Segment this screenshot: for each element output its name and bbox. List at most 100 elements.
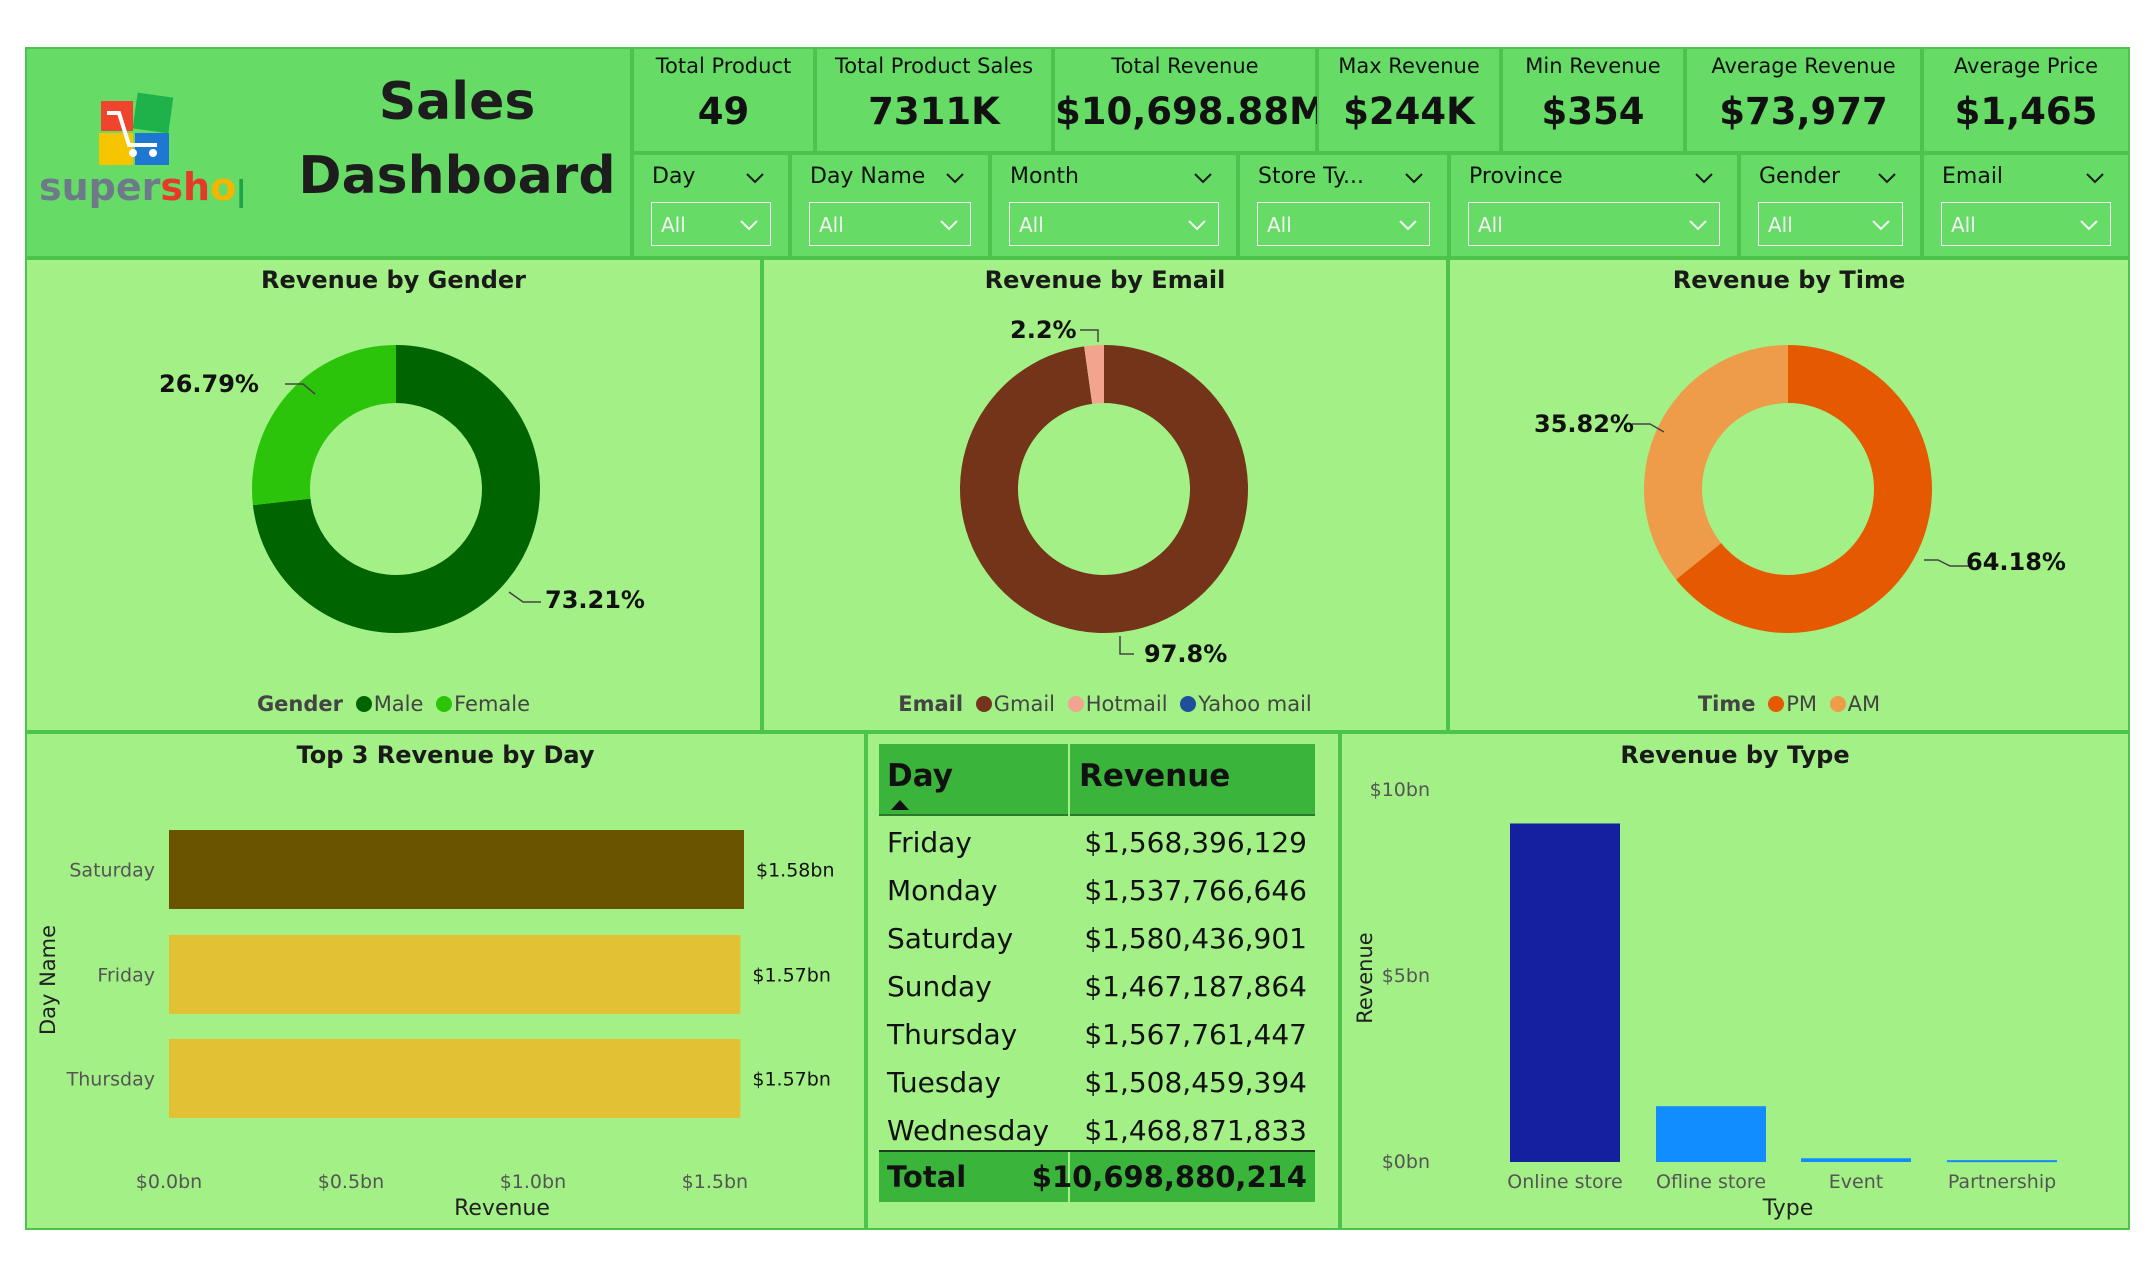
column-header-revenue[interactable]: Revenue <box>1079 758 1231 794</box>
legend-item-hotmail[interactable]: Hotmail <box>1085 692 1168 716</box>
bar-saturday[interactable] <box>169 830 744 909</box>
kpi-label: Max Revenue <box>1338 54 1480 78</box>
table-row[interactable]: Tuesday $1,508,459,394 <box>879 1060 1315 1108</box>
donut-slice-female[interactable] <box>251 345 396 506</box>
kpi-label: Min Revenue <box>1525 54 1661 78</box>
filter-label: Province <box>1469 164 1563 189</box>
table-row[interactable]: Thursday $1,567,761,447 <box>879 1012 1315 1060</box>
chevron-down-icon[interactable] <box>944 167 966 189</box>
donut-slice-gmail[interactable] <box>960 345 1248 633</box>
x-tick-label: Online store <box>1507 1171 1622 1193</box>
table-row[interactable]: Monday $1,537,766,646 <box>879 868 1315 916</box>
kpi-label: Total Product <box>655 54 792 78</box>
bar-friday[interactable] <box>169 935 741 1014</box>
pm-pct-label: 64.18% <box>1966 548 2066 576</box>
chevron-down-icon <box>1689 220 1707 231</box>
filter-day-name-select[interactable]: All <box>809 202 971 246</box>
chevron-down-icon[interactable] <box>1876 167 1898 189</box>
x-tick-label: $0.5bn <box>318 1171 384 1193</box>
chevron-down-icon[interactable] <box>1403 167 1425 189</box>
table-row[interactable]: Sunday $1,467,187,864 <box>879 964 1315 1012</box>
column-event[interactable] <box>1801 1158 1911 1162</box>
kpi-label: Average Price <box>1953 54 2099 78</box>
legend-dot-yahoo <box>1180 696 1197 712</box>
donut-slice-hotmail[interactable] <box>1084 345 1104 404</box>
cell-day: Friday <box>887 826 972 859</box>
filter-month-select[interactable]: All <box>1009 202 1219 246</box>
x-tick-label: Event <box>1829 1171 1883 1193</box>
chevron-down-icon[interactable] <box>1693 167 1715 189</box>
x-tick-label: $0.0bn <box>136 1171 202 1193</box>
column-ofline-store[interactable] <box>1656 1106 1766 1162</box>
email-donut-chart <box>960 329 1248 655</box>
legend-dot-am <box>1829 696 1846 712</box>
legend-item-gmail[interactable]: Gmail <box>993 692 1056 716</box>
chevron-down-icon[interactable] <box>2084 167 2106 189</box>
filter-gender-select[interactable]: All <box>1758 202 1903 246</box>
filter-day-name: Day Name All <box>790 153 990 258</box>
column-online-store[interactable] <box>1510 823 1620 1162</box>
kpi-average-price: Average Price $1,465 <box>1922 47 2130 153</box>
time-legend: Time PM AM <box>1450 692 2128 716</box>
cell-revenue: $1,580,436,901 <box>1084 922 1307 955</box>
revenue-by-type-panel: Revenue by Type Online store Ofline store… <box>1340 732 2130 1230</box>
total-value: $10,698,880,214 <box>1031 1160 1307 1194</box>
filter-value: All <box>661 213 686 237</box>
filter-value: All <box>1019 213 1044 237</box>
chevron-down-icon[interactable] <box>744 167 766 189</box>
x-tick-label: $1.0bn <box>500 1171 566 1193</box>
logo-wordmark: supershop <box>39 165 243 209</box>
table-row[interactable]: Saturday $1,580,436,901 <box>879 916 1315 964</box>
cell-day: Monday <box>887 874 998 907</box>
filter-month: Month All <box>990 153 1238 258</box>
kpi-label: Average Revenue <box>1711 54 1896 78</box>
filter-label: Month <box>1010 164 1079 189</box>
donut-slice-male[interactable] <box>252 345 540 633</box>
y-axis-label: Day Name <box>36 925 60 1035</box>
chevron-down-icon[interactable] <box>1192 167 1214 189</box>
filter-email-select[interactable]: All <box>1941 202 2111 246</box>
sort-ascending-icon[interactable] <box>889 798 911 812</box>
legend-item-yahoo-mail[interactable]: Yahoo mail <box>1198 692 1312 716</box>
kpi-value: 49 <box>697 90 750 133</box>
kpi-value: $73,977 <box>1719 90 1888 133</box>
kpi-value: 7311K <box>868 90 1000 133</box>
total-label: Total <box>887 1160 967 1194</box>
legend-item-male[interactable]: Male <box>373 692 424 716</box>
kpi-label: Total Revenue <box>1111 54 1259 78</box>
top3-day-bar-chart: Saturday $1.58bn Friday $1.57bn Thursday $1.5… <box>36 830 835 1221</box>
donut-slice-pm[interactable] <box>1676 345 1932 633</box>
cell-day: Sunday <box>887 970 992 1003</box>
filter-gender: Gender All <box>1739 153 1922 258</box>
filter-value: All <box>1478 213 1503 237</box>
revenue-by-time-panel: Revenue by Time 35.82% 64.18% Time PM AM <box>1448 258 2130 732</box>
legend-item-pm[interactable]: PM <box>1786 692 1817 716</box>
filter-email: Email All <box>1922 153 2130 258</box>
table-header: Day Revenue <box>879 744 1315 816</box>
bar-thursday[interactable] <box>169 1039 741 1118</box>
page-title-line2: Dashboard <box>298 146 616 206</box>
x-tick-label: Ofline store <box>1656 1171 1766 1193</box>
column-partnership[interactable] <box>1947 1160 2057 1163</box>
filter-province-select[interactable]: All <box>1468 202 1720 246</box>
male-pct-label: 73.21% <box>545 586 645 614</box>
kpi-value: $354 <box>1541 90 1645 133</box>
legend-item-female[interactable]: Female <box>454 692 531 716</box>
table-row[interactable]: Friday $1,568,396,129 <box>879 820 1315 868</box>
cell-revenue: $1,568,396,129 <box>1084 826 1307 859</box>
chevron-down-icon <box>1188 220 1206 231</box>
label-leader-line <box>508 591 541 603</box>
filter-store-type-select[interactable]: All <box>1257 202 1430 246</box>
chevron-down-icon <box>2080 220 2098 231</box>
column-header-day[interactable]: Day <box>887 758 953 794</box>
donut-slice-am[interactable] <box>1644 345 1788 580</box>
table-row[interactable]: Wednesday $1,468,871,833 <box>879 1108 1315 1156</box>
cell-day: Thursday <box>887 1018 1018 1051</box>
filter-day-select[interactable]: All <box>651 202 771 246</box>
chevron-down-icon <box>740 220 758 231</box>
x-axis-label: Type <box>1762 1196 1814 1221</box>
kpi-total-revenue: Total Revenue $10,698.88M <box>1053 47 1326 153</box>
label-leader-line <box>1632 423 1665 433</box>
legend-item-am[interactable]: AM <box>1847 692 1881 716</box>
kpi-total-product-sales: Total Product Sales 7311K <box>815 47 1053 153</box>
